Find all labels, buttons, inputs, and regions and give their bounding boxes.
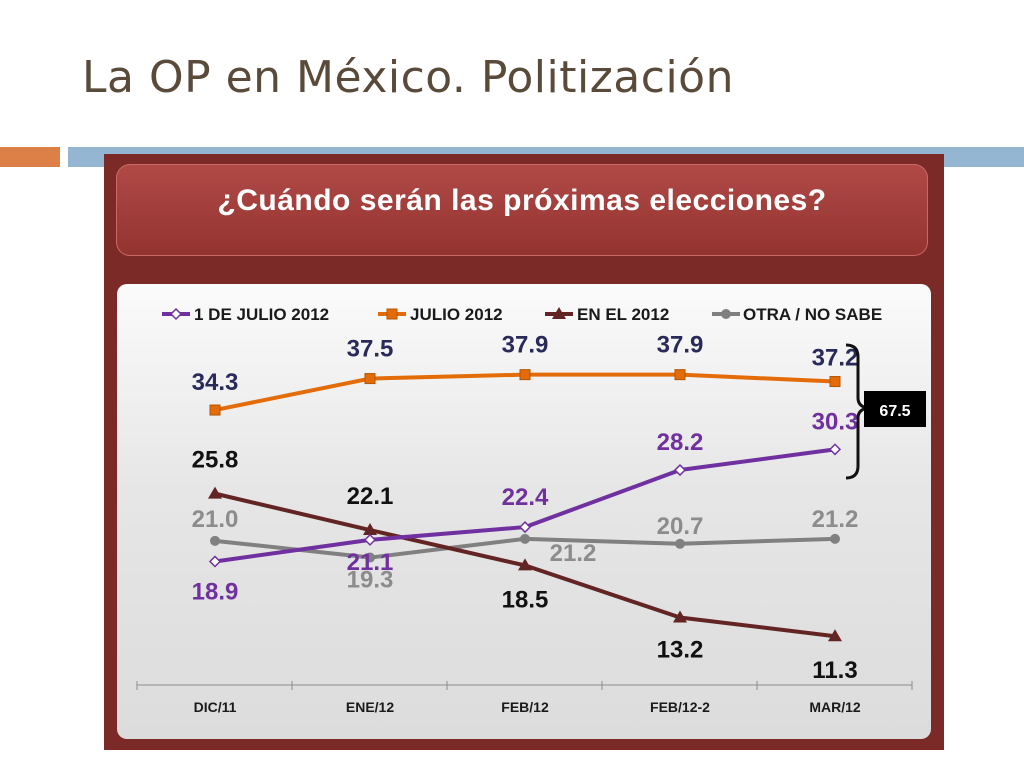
data-label: 25.8 (192, 447, 239, 474)
x-tick-label: DIC/11 (194, 699, 237, 715)
data-point (208, 486, 222, 499)
data-point (363, 533, 377, 546)
data-label: 37.2 (812, 345, 859, 372)
data-label: 21.0 (192, 506, 239, 533)
data-point (519, 369, 531, 381)
data-point (673, 610, 687, 623)
x-axis: DIC/11 ENE/12 FEB/12 FEB/12-2 MAR/12 (136, 681, 913, 715)
data-point (674, 369, 686, 381)
data-label: 21.2 (812, 506, 859, 533)
legend: 1 DE JULIO 2012 JULIO 2012 EN EL 2012 OTRA … (162, 305, 882, 324)
data-point (828, 443, 842, 456)
data-point (518, 558, 532, 571)
data-point (520, 533, 530, 544)
legend-swatch-marker (721, 309, 731, 319)
data-label: 11.3 (812, 657, 857, 684)
data-label: 34.3 (192, 369, 239, 396)
data-point (673, 463, 687, 477)
data-point (675, 538, 685, 549)
data-point (209, 404, 221, 416)
data-label: 21.1 (347, 549, 394, 576)
chart-title: ¿Cuándo serán las próximas elecciones? (217, 184, 827, 217)
legend-swatch-marker (552, 307, 566, 319)
x-tick-label: MAR/12 (809, 699, 861, 715)
legend-label: 1 DE JULIO 2012 (194, 305, 329, 324)
data-labels: 18.9 21.1 22.4 28.2 30.3 34.3 37.5 37.9 37.9 37.2… (192, 332, 859, 685)
data-label: 37.9 (657, 332, 704, 359)
data-point (830, 533, 840, 544)
data-label: 19.3 (347, 567, 394, 594)
data-label: 20.7 (657, 513, 704, 540)
data-label: 22.1 (347, 483, 394, 510)
data-point (363, 523, 377, 536)
line-chart: 1 DE JULIO 2012 JULIO 2012 EN EL 2012 OTRA … (136, 305, 926, 715)
legend-swatch-marker (386, 308, 398, 320)
data-point (210, 535, 220, 546)
plot-panel (117, 284, 931, 739)
data-label: 18.5 (502, 586, 549, 613)
data-label: 28.2 (657, 429, 704, 456)
data-label: 37.5 (347, 336, 394, 363)
legend-label: JULIO 2012 (410, 305, 503, 324)
legend-label: OTRA / NO SABE (743, 305, 882, 324)
data-label: 22.4 (502, 484, 549, 511)
total-label: 67.5 (879, 403, 910, 420)
data-point (365, 552, 375, 563)
data-point (828, 629, 842, 642)
data-label: 13.2 (657, 637, 704, 664)
slide-title: La OP en México. Politización (82, 52, 734, 103)
data-label: 37.9 (502, 332, 549, 359)
data-label: 30.3 (812, 408, 859, 435)
data-point (364, 373, 376, 385)
total-annotation: 67.5 (845, 343, 926, 480)
data-point (518, 521, 532, 534)
total-badge (864, 391, 926, 427)
accent-bar-orange (0, 147, 60, 167)
x-tick-label: FEB/12-2 (650, 699, 710, 715)
data-label: 18.9 (192, 578, 239, 605)
x-tick-label: FEB/12 (501, 699, 549, 715)
legend-label: EN EL 2012 (577, 305, 669, 324)
legend-swatch-marker (169, 307, 183, 321)
data-label: 21.2 (550, 540, 597, 567)
chart-title-banner: ¿Cuándo serán las próximas elecciones? (116, 164, 928, 256)
data-point (829, 376, 841, 388)
data-point (208, 555, 222, 568)
series-markers (208, 369, 842, 642)
x-tick-label: ENE/12 (346, 699, 394, 715)
